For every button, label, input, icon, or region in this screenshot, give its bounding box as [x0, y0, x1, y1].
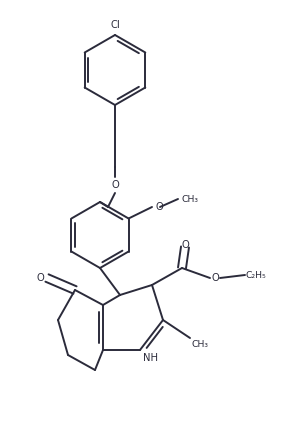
Text: C₂H₅: C₂H₅ — [246, 271, 267, 279]
Text: O: O — [156, 202, 164, 212]
Text: CH₃: CH₃ — [192, 340, 209, 349]
Text: CH₃: CH₃ — [181, 194, 198, 204]
Text: Cl: Cl — [110, 20, 120, 30]
Text: NH: NH — [143, 353, 158, 363]
Text: O: O — [181, 240, 189, 250]
Text: O: O — [36, 273, 44, 283]
Text: O: O — [212, 273, 220, 283]
Text: O: O — [111, 180, 119, 190]
